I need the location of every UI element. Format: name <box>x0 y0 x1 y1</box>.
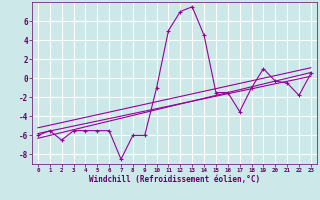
X-axis label: Windchill (Refroidissement éolien,°C): Windchill (Refroidissement éolien,°C) <box>89 175 260 184</box>
